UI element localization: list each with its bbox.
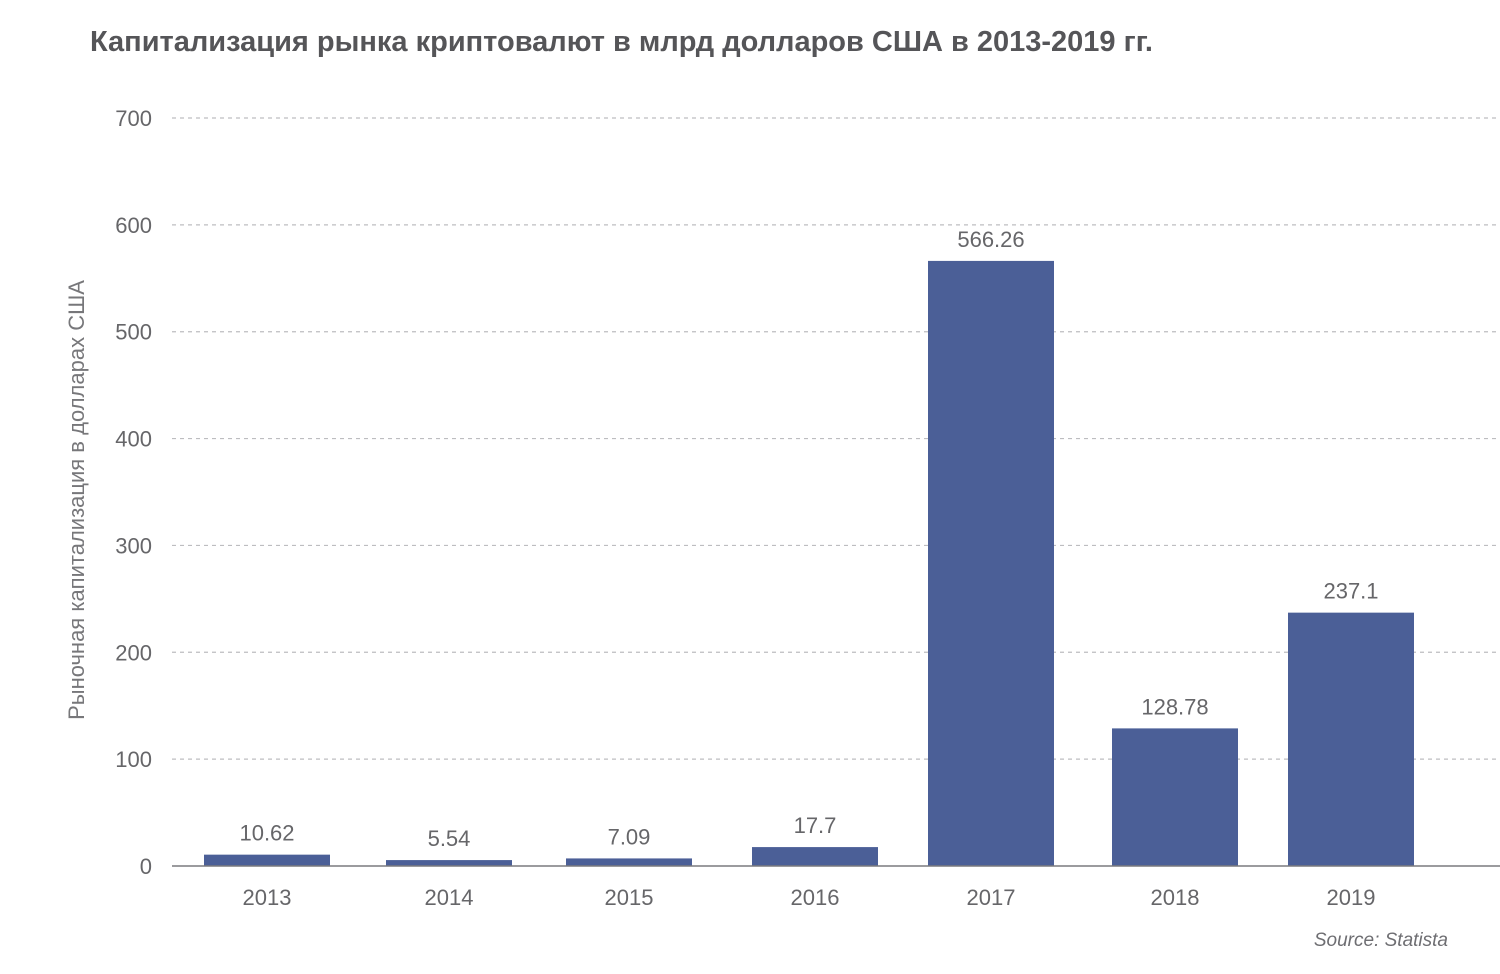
x-axis-ticks: 2013 2014 2015 2016 2017 2018 2019 (243, 885, 1376, 910)
bar-2015 (566, 858, 692, 866)
x-tick-label: 2017 (967, 885, 1016, 910)
y-tick-label: 700 (115, 106, 152, 131)
data-label: 7.09 (608, 824, 651, 849)
y-tick-label: 200 (115, 640, 152, 665)
source-note: Source: Statista (1313, 930, 1448, 951)
bar-2016 (752, 847, 878, 866)
data-label: 128.78 (1141, 694, 1208, 719)
x-tick-label: 2015 (605, 885, 654, 910)
y-tick-label: 600 (115, 213, 152, 238)
bar-2018 (1112, 728, 1238, 866)
y-tick-label: 100 (115, 747, 152, 772)
data-label: 5.54 (428, 826, 471, 851)
y-tick-label: 0 (140, 854, 152, 879)
bar-2017 (928, 260, 1054, 866)
gridlines (172, 117, 1500, 760)
x-tick-label: 2013 (243, 885, 292, 910)
data-label: 237.1 (1323, 579, 1378, 604)
y-tick-label: 500 (115, 320, 152, 345)
x-tick-label: 2019 (1327, 885, 1376, 910)
chart-title: Капитализация рынка криптовалют в млрд д… (90, 26, 1153, 58)
y-tick-label: 300 (115, 533, 152, 558)
y-axis-label: Рыночная капитализация в долларах США (64, 280, 89, 720)
x-tick-label: 2014 (425, 885, 474, 910)
data-labels: 10.62 5.54 7.09 17.7 566.26 128.78 237.1 (239, 227, 1378, 851)
x-tick-label: 2018 (1151, 885, 1200, 910)
data-label: 10.62 (239, 821, 294, 846)
y-tick-label: 400 (115, 427, 152, 452)
x-tick-label: 2016 (791, 885, 840, 910)
bar-2014 (386, 860, 512, 866)
y-axis-ticks: 0 100 200 300 400 500 600 700 (115, 106, 152, 879)
bars (204, 260, 1414, 866)
data-label: 566.26 (957, 227, 1024, 252)
bar-2013 (204, 854, 330, 866)
data-label: 17.7 (794, 813, 837, 838)
bar-2019 (1288, 612, 1414, 866)
